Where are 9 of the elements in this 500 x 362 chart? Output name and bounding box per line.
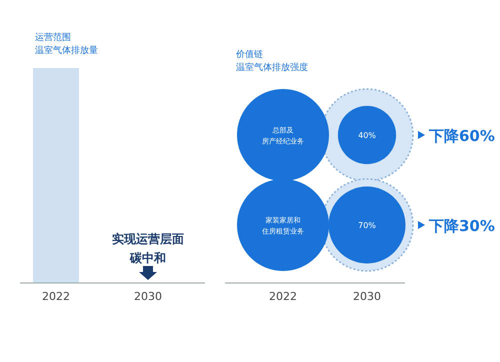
text: 温室气体排放强度	[236, 62, 308, 73]
text: 价值链	[235, 49, 263, 60]
text: 下降30%	[428, 217, 495, 235]
annotation: 实现运营层面碳中和	[112, 232, 184, 265]
data-label: 40%	[358, 131, 376, 140]
chart-subtitle: 温室气体排放量	[35, 45, 98, 56]
text: 下降60%	[428, 127, 495, 145]
data-label: 70%	[358, 221, 376, 230]
chart-title: 运营范围	[35, 32, 71, 43]
